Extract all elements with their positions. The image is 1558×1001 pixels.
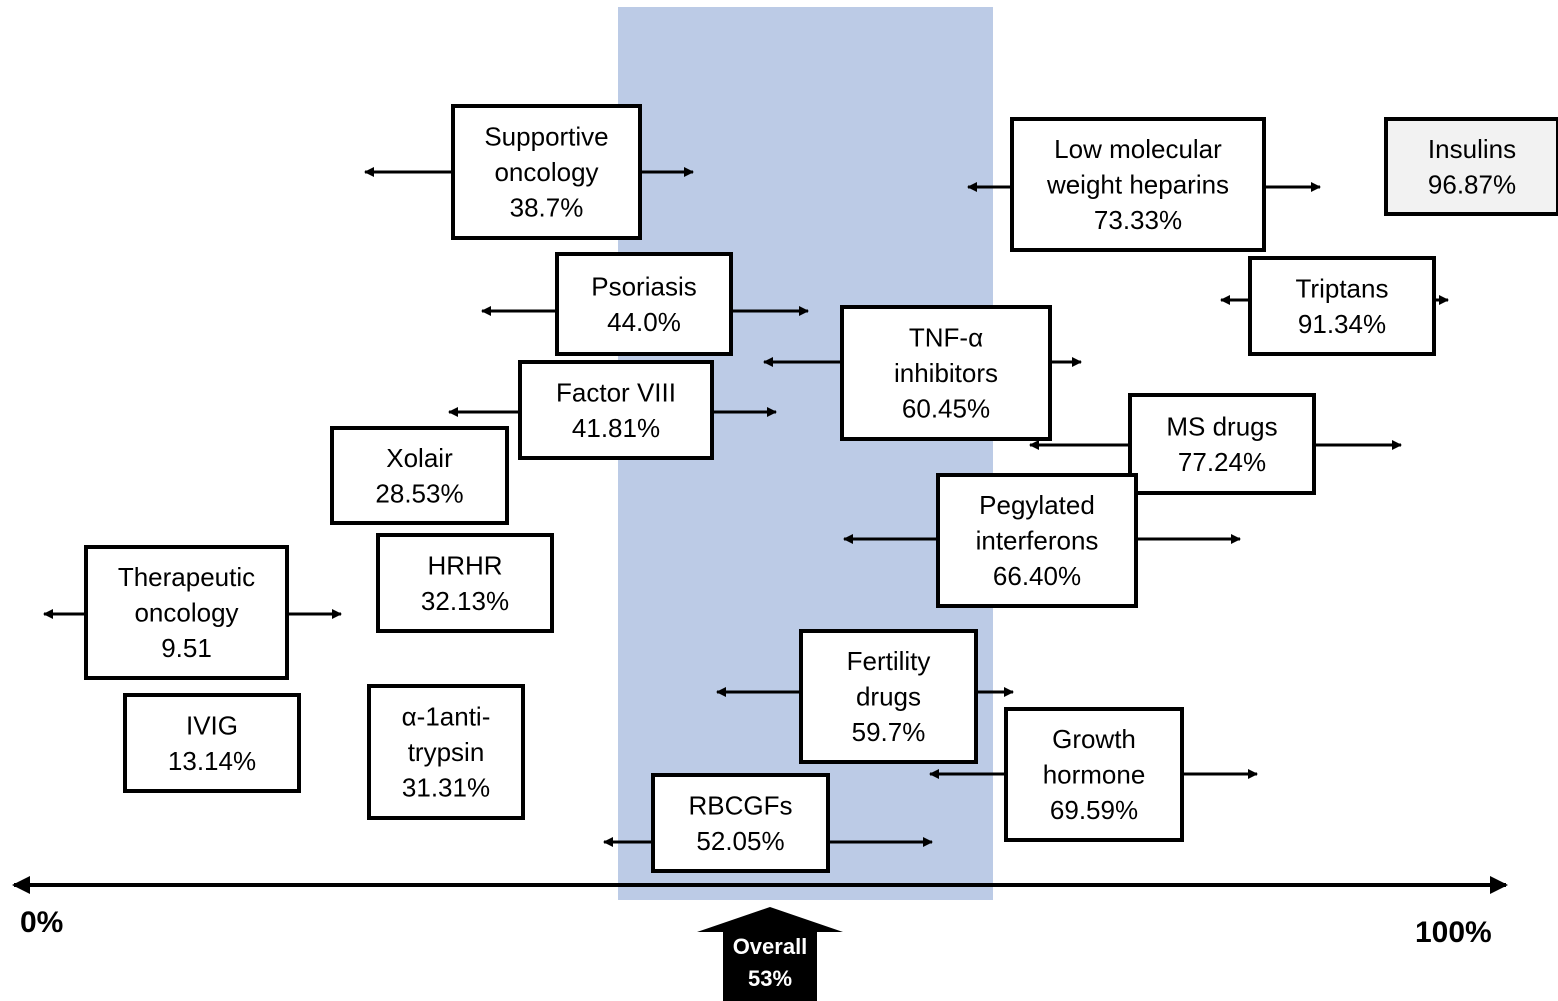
therapeutic-oncology-line-2: oncology bbox=[134, 598, 238, 628]
alpha-1-antitrypsin-line-1: α-1anti- bbox=[402, 702, 491, 732]
ivig-line-2: 13.14% bbox=[168, 746, 256, 776]
triptans-box: Triptans 91.34% bbox=[1248, 256, 1436, 356]
factor-viii-box: Factor VIII 41.81% bbox=[518, 360, 714, 460]
low-molecular-weight-heparins-line-2: weight heparins bbox=[1046, 170, 1229, 200]
low-molecular-weight-heparins-line-1: Low molecular bbox=[1054, 134, 1222, 164]
psoriasis-line-1: Psoriasis bbox=[591, 271, 696, 301]
tnf-alpha-inhibitors-line-1: TNF-α bbox=[909, 323, 983, 353]
ms-drugs-box: MS drugs 77.24% bbox=[1128, 393, 1316, 495]
low-molecular-weight-heparins-box-frame bbox=[1010, 117, 1266, 252]
triptans-box-frame bbox=[1248, 256, 1436, 356]
tnf-alpha-inhibitors-line-2: inhibitors bbox=[894, 358, 998, 388]
pegylated-interferons-line-3: 66.40% bbox=[993, 561, 1081, 591]
growth-hormone-line-3: 69.59% bbox=[1050, 795, 1138, 825]
factor-viii-line-2: 41.81% bbox=[572, 413, 660, 443]
rbcgfs-box: RBCGFs 52.05% bbox=[651, 773, 830, 873]
therapeutic-oncology-box: Therapeutic oncology 9.51 bbox=[84, 545, 289, 680]
fertility-drugs-box: Fertility drugs 59.7% bbox=[799, 629, 978, 764]
rbcgfs-box-frame bbox=[651, 773, 830, 873]
triptans-line-2: 91.34% bbox=[1298, 309, 1386, 339]
alpha-1-antitrypsin-line-2: trypsin bbox=[408, 737, 485, 767]
overall-value: 53% bbox=[748, 966, 792, 991]
overall-label: Overall bbox=[733, 934, 808, 959]
low-molecular-weight-heparins-line-3: 73.33% bbox=[1094, 205, 1182, 235]
xolair-box-frame bbox=[330, 426, 509, 525]
factor-viii-line-1: Factor VIII bbox=[556, 377, 676, 407]
alpha-1-antitrypsin-box-frame bbox=[367, 684, 525, 820]
insulins-box: Insulins 96.87% bbox=[1384, 117, 1558, 216]
ivig-box-frame bbox=[123, 693, 301, 793]
supportive-oncology-line-1: Supportive bbox=[484, 122, 608, 152]
supportive-oncology-line-2: oncology bbox=[494, 157, 598, 187]
pegylated-interferons-box: Pegylated interferons 66.40% bbox=[936, 473, 1138, 608]
low-molecular-weight-heparins-box: Low molecular weight heparins 73.33% bbox=[1010, 117, 1266, 252]
pegylated-interferons-box-frame bbox=[936, 473, 1138, 608]
triptans-line-1: Triptans bbox=[1296, 273, 1389, 303]
rbcgfs-line-2: 52.05% bbox=[696, 826, 784, 856]
fertility-drugs-line-1: Fertility bbox=[847, 646, 931, 676]
overall-arrow: Overall 53% bbox=[697, 907, 843, 1001]
psoriasis-box: Psoriasis 44.0% bbox=[555, 252, 733, 356]
pegylated-interferons-line-1: Pegylated bbox=[979, 490, 1095, 520]
insulins-line-2: 96.87% bbox=[1428, 169, 1516, 199]
hrhr-line-2: 32.13% bbox=[421, 586, 509, 616]
psoriasis-line-2: 44.0% bbox=[607, 307, 681, 337]
insulins-line-1: Insulins bbox=[1428, 134, 1516, 164]
ms-drugs-line-2: 77.24% bbox=[1178, 447, 1266, 477]
supportive-oncology-box-frame bbox=[451, 104, 642, 240]
pegylated-interferons-line-2: interferons bbox=[976, 526, 1099, 556]
ms-drugs-line-1: MS drugs bbox=[1166, 411, 1277, 441]
therapeutic-oncology-line-3: 9.51 bbox=[161, 633, 212, 663]
axis-end-label: 100% bbox=[1415, 916, 1492, 949]
growth-hormone-box-frame bbox=[1004, 707, 1184, 842]
therapeutic-oncology-line-1: Therapeutic bbox=[118, 562, 255, 592]
xolair-box: Xolair 28.53% bbox=[330, 426, 509, 525]
hrhr-box: HRHR 32.13% bbox=[376, 533, 554, 633]
fertility-drugs-line-3: 59.7% bbox=[852, 717, 926, 747]
tnf-alpha-inhibitors-box: TNF-α inhibitors 60.45% bbox=[840, 305, 1052, 441]
hrhr-box-frame bbox=[376, 533, 554, 633]
hrhr-line-1: HRHR bbox=[427, 550, 502, 580]
fertility-drugs-box-frame bbox=[799, 629, 978, 764]
xolair-line-1: Xolair bbox=[386, 443, 453, 473]
tnf-alpha-inhibitors-line-3: 60.45% bbox=[902, 394, 990, 424]
growth-hormone-line-1: Growth bbox=[1052, 724, 1136, 754]
ivig-box: IVIG 13.14% bbox=[123, 693, 301, 793]
ivig-line-1: IVIG bbox=[186, 710, 238, 740]
alpha-1-antitrypsin-box: α-1anti-trypsin 31.31% bbox=[367, 684, 525, 820]
factor-viii-box-frame bbox=[518, 360, 714, 460]
therapeutic-oncology-box-frame bbox=[84, 545, 289, 680]
alpha-1-antitrypsin-line-3: 31.31% bbox=[402, 773, 490, 803]
axis-start-label: 0% bbox=[20, 906, 63, 939]
psoriasis-box-frame bbox=[555, 252, 733, 356]
category-boxes: Supportive oncology 38.7% Low molecular weig… bbox=[84, 104, 1558, 873]
supportive-oncology-box: Supportive oncology 38.7% bbox=[451, 104, 642, 240]
fertility-drugs-line-2: drugs bbox=[856, 682, 921, 712]
ms-drugs-box-frame bbox=[1128, 393, 1316, 495]
growth-hormone-box: Growth hormone 69.59% bbox=[1004, 707, 1184, 842]
rbcgfs-line-1: RBCGFs bbox=[689, 790, 793, 820]
supportive-oncology-line-3: 38.7% bbox=[510, 193, 584, 223]
insulins-box-frame bbox=[1384, 117, 1558, 216]
growth-hormone-line-2: hormone bbox=[1043, 760, 1146, 790]
tnf-alpha-inhibitors-box-frame bbox=[840, 305, 1052, 441]
xolair-line-2: 28.53% bbox=[375, 478, 463, 508]
